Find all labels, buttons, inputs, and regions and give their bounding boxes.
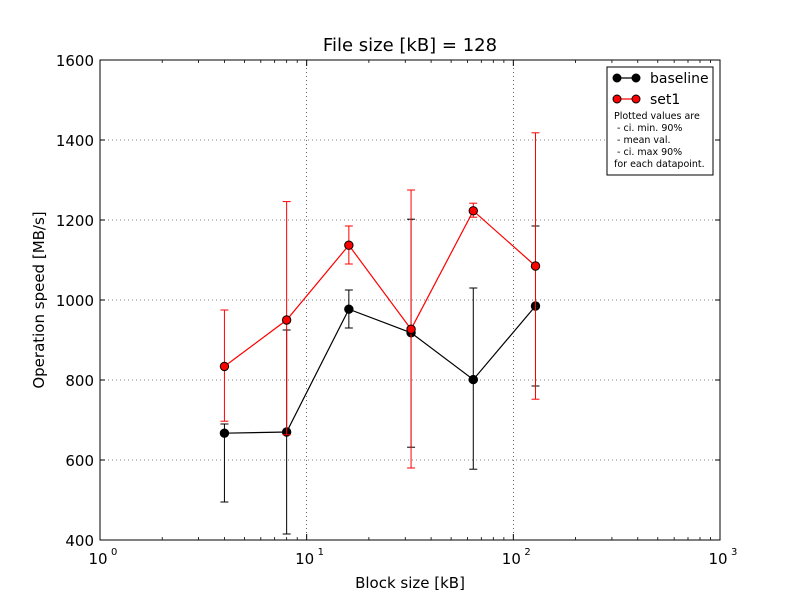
data-point [344,304,354,314]
y-tick-label: 1200 [56,212,94,230]
y-tick-label: 800 [65,372,94,390]
y-tick-label: 400 [65,532,94,550]
series-line [224,209,536,367]
x-tick-label: 10 [295,550,314,568]
y-tick-label: 1600 [56,52,94,70]
x-tick-label: 10 [502,550,521,568]
legend-marker-set1 [631,94,641,104]
data-point [281,315,292,325]
x-tick-label-exponent: 2 [524,547,530,558]
series-line [224,305,536,434]
data-point [530,261,541,271]
legend-note-line: Plotted values are [614,111,700,122]
legend-label-baseline: baseline [650,71,709,87]
legend-marker-set1 [612,94,622,104]
legend-marker-baseline [631,73,641,83]
chart-title: File size [kB] = 128 [323,35,497,56]
legend-marker-baseline [612,73,622,83]
series-layer [219,132,541,535]
legend: baseline set1 Plotted values are - ci. m… [606,66,714,176]
legend-note-line: for each datapoint. [614,159,705,170]
x-tick-label: 10 [88,550,107,568]
x-tick-label-exponent: 3 [731,547,737,558]
data-point [344,240,354,250]
y-axis-label: Operation speed [MB/s] [30,211,48,388]
y-tick-label: 1000 [56,292,94,310]
data-point [468,206,478,216]
x-tick-label-exponent: 0 [111,547,117,558]
legend-note-line: - mean val. [614,135,671,146]
data-point [219,361,230,372]
legend-box [606,66,714,176]
data-point [406,324,416,334]
data-point [468,374,478,385]
x-tick-label: 10 [708,550,727,568]
y-tick-label: 1400 [56,132,94,150]
legend-note-line: - ci. min. 90% [614,123,682,134]
data-point [219,428,230,438]
x-axis-label: Block size [kB] [355,574,465,592]
legend-note-line: - ci. max 90% [614,147,682,158]
x-tick-label-exponent: 1 [318,547,324,558]
legend-label-set1: set1 [650,92,680,108]
series-set1 [219,132,541,469]
y-tick-label: 600 [65,452,94,470]
